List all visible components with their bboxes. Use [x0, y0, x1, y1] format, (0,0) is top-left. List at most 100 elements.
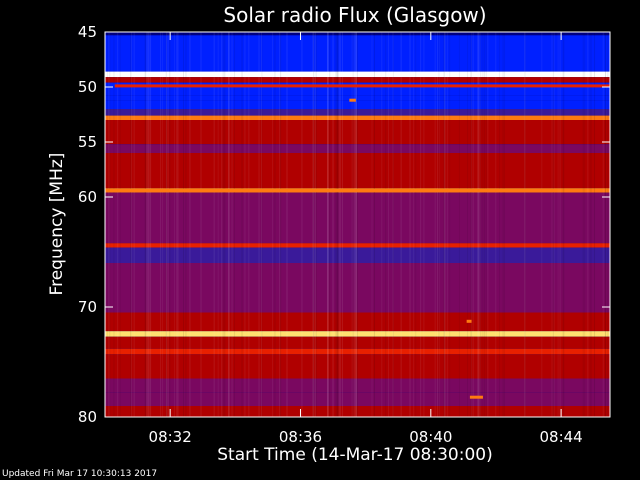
- texture-line: [557, 32, 559, 417]
- texture-line: [413, 32, 415, 417]
- texture-line: [355, 32, 357, 417]
- texture-line: [589, 32, 591, 417]
- texture-line: [335, 32, 337, 417]
- frequency-band: [105, 192, 610, 208]
- texture-line: [176, 32, 178, 417]
- updated-timestamp: Updated Fri Mar 17 10:30:13 2017: [2, 469, 158, 479]
- texture-line: [524, 32, 526, 417]
- texture-line: [280, 32, 282, 417]
- x-tick-label: 08:32: [149, 428, 192, 446]
- texture-line: [327, 32, 329, 417]
- frequency-band: [105, 120, 610, 145]
- texture-line: [485, 32, 487, 417]
- texture-line: [477, 32, 479, 417]
- texture-line: [495, 32, 497, 417]
- texture-line: [167, 32, 169, 417]
- texture-line: [113, 32, 115, 417]
- texture-line: [400, 32, 402, 417]
- texture-line: [392, 32, 394, 417]
- texture-line: [553, 32, 555, 417]
- signal-feature: [466, 319, 472, 323]
- texture-line: [144, 32, 146, 417]
- texture-line: [189, 32, 191, 417]
- texture-line: [131, 32, 133, 417]
- texture-line: [222, 32, 224, 417]
- texture-line: [149, 32, 151, 417]
- texture-line: [420, 32, 422, 417]
- texture-line: [584, 32, 586, 417]
- texture-line: [480, 32, 482, 417]
- texture-line: [479, 32, 481, 417]
- texture-line: [228, 32, 230, 417]
- x-axis-label: Start Time (14-Mar-17 08:30:00): [217, 445, 492, 465]
- frequency-band: [105, 208, 610, 244]
- texture-line: [228, 32, 230, 417]
- frequency-band: [105, 100, 610, 109]
- texture-line: [108, 32, 110, 417]
- texture-line: [487, 32, 489, 417]
- texture-line: [355, 32, 357, 417]
- texture-line: [409, 32, 411, 417]
- frequency-band: [105, 153, 610, 170]
- texture-line: [388, 32, 390, 417]
- frequency-band: [105, 95, 610, 101]
- signal-feature: [114, 84, 610, 88]
- texture-line: [541, 32, 543, 417]
- texture-line: [415, 32, 417, 417]
- texture-line: [351, 32, 353, 417]
- texture-line: [106, 32, 108, 417]
- texture-line: [332, 32, 334, 417]
- texture-line: [174, 32, 176, 417]
- texture-line: [467, 32, 469, 417]
- frequency-band: [105, 392, 610, 406]
- texture-line: [552, 32, 554, 417]
- texture-line: [484, 32, 486, 417]
- texture-line: [258, 32, 260, 417]
- y-tick-label: 80: [78, 408, 97, 426]
- texture-line: [313, 32, 315, 417]
- texture-line: [449, 32, 451, 417]
- texture-line: [437, 32, 439, 417]
- y-tick-label: 70: [78, 298, 97, 316]
- y-tick-label: 45: [78, 23, 97, 41]
- texture-line: [470, 32, 472, 417]
- texture-line: [161, 32, 163, 417]
- texture-line: [337, 32, 339, 417]
- texture-line: [458, 32, 460, 417]
- texture-line: [341, 32, 343, 417]
- frequency-band: [105, 247, 610, 263]
- texture-line: [148, 32, 150, 417]
- texture-line: [504, 32, 506, 417]
- y-tick-label: 60: [78, 188, 97, 206]
- texture-line: [146, 32, 148, 417]
- texture-line: [231, 32, 233, 417]
- texture-line: [355, 32, 357, 417]
- frequency-band: [105, 115, 610, 120]
- texture-line: [130, 32, 132, 417]
- x-axis: 08:32 08:36 08:40 08:44: [149, 32, 583, 446]
- texture-line: [434, 32, 436, 417]
- texture-line: [498, 32, 500, 417]
- texture-line: [339, 32, 341, 417]
- frequency-band: [105, 77, 610, 83]
- texture-line: [261, 32, 263, 417]
- texture-line: [200, 32, 202, 417]
- frequency-band: [105, 378, 610, 393]
- texture-line: [423, 32, 425, 417]
- texture-line: [594, 32, 596, 417]
- frequency-band: [105, 35, 610, 72]
- texture-line: [371, 32, 373, 417]
- signal-feature: [349, 98, 356, 102]
- texture-line: [443, 32, 445, 417]
- frequency-band: [105, 312, 610, 332]
- texture-line: [336, 32, 338, 417]
- x-tick-label: 08:44: [540, 428, 583, 446]
- signal-feature: [469, 395, 483, 399]
- texture-line: [248, 32, 250, 417]
- texture-line: [185, 32, 187, 417]
- plot-frame: [104, 31, 611, 418]
- texture-line: [353, 32, 355, 417]
- signal-feature: [105, 188, 555, 192]
- texture-line: [352, 32, 354, 417]
- texture-line: [217, 32, 219, 417]
